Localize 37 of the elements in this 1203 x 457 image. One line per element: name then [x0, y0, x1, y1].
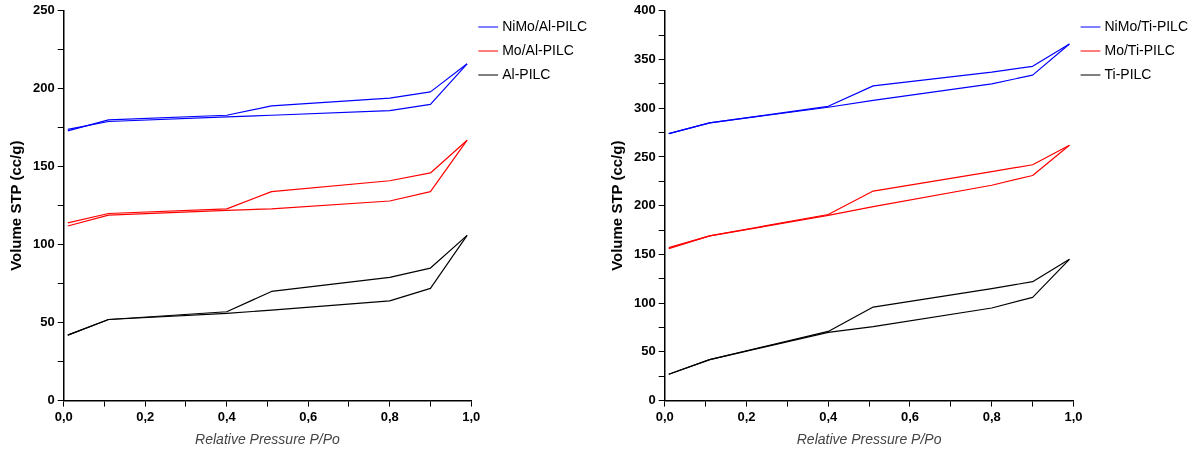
x-tick-label: 0,4: [217, 408, 237, 424]
y-tick-label: 150: [633, 246, 656, 261]
x-tick-label: 1,0: [1064, 408, 1083, 424]
legend-label: NiMo/Ti-PILC: [1104, 17, 1189, 34]
legend-label: NiMo/Al-PILC: [502, 17, 587, 34]
x-tick-label: 0,6: [299, 408, 318, 424]
legend-label: Mo/Al-PILC: [502, 41, 574, 58]
y-tick-label: 0: [47, 392, 55, 408]
y-tick-label: 300: [633, 99, 656, 115]
y-tick-label: 200: [32, 80, 55, 96]
y-tick-label: 50: [641, 343, 656, 359]
x-tick-label: 0,2: [737, 408, 756, 424]
y-axis-title: Volume STP (cc/g): [608, 140, 626, 271]
y-tick-label: 400: [633, 2, 656, 18]
legend-label: Al-PILC: [502, 65, 551, 82]
x-tick-label: 0,0: [655, 408, 674, 424]
y-tick-label: 0: [648, 392, 656, 408]
y-tick-label: 250: [633, 148, 656, 164]
legend-label: Ti-PILC: [1104, 65, 1152, 82]
y-tick-label: 150: [32, 158, 55, 174]
x-tick-label: 0,2: [136, 408, 155, 424]
x-tick-label: 0,6: [900, 408, 920, 424]
x-tick-label: 0,8: [380, 408, 399, 424]
y-tick-label: 200: [633, 197, 656, 213]
y-tick-label: 350: [633, 51, 656, 67]
x-tick-label: 0,0: [54, 408, 73, 424]
x-tick-label: 1,0: [462, 408, 481, 424]
x-axis-title: Relative Pressure P/Po: [195, 431, 341, 448]
x-axis-title: Relative Pressure P/Po: [796, 431, 942, 448]
x-tick-label: 0,8: [982, 408, 1001, 424]
y-tick-label: 250: [32, 2, 55, 18]
y-axis-title: Volume STP (cc/g): [7, 140, 25, 271]
legend-label: Mo/Ti-PILC: [1104, 41, 1175, 58]
x-tick-label: 0,4: [819, 408, 839, 424]
y-tick-label: 100: [633, 294, 656, 310]
y-tick-label: 50: [40, 314, 55, 330]
y-tick-label: 100: [32, 236, 55, 252]
